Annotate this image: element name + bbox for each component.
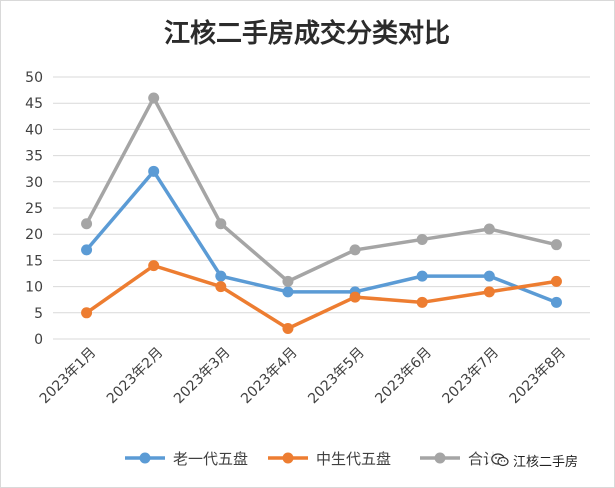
y-tick-label: 5 bbox=[34, 306, 43, 322]
data-point bbox=[215, 218, 227, 230]
data-point bbox=[416, 296, 428, 308]
data-point bbox=[81, 307, 93, 319]
data-point bbox=[550, 296, 562, 308]
data-point bbox=[215, 270, 227, 282]
data-point bbox=[81, 218, 93, 230]
series-line bbox=[84, 96, 559, 284]
data-point bbox=[282, 323, 294, 335]
x-tick-label: 2023年5月 bbox=[305, 345, 368, 408]
x-tick-label: 2023年6月 bbox=[372, 345, 435, 408]
y-tick-label: 25 bbox=[25, 201, 43, 217]
x-tick-label: 2023年2月 bbox=[104, 345, 167, 408]
y-tick-label: 30 bbox=[25, 175, 43, 191]
series-line bbox=[84, 169, 559, 305]
y-tick-label: 10 bbox=[25, 280, 43, 296]
data-point bbox=[483, 223, 495, 235]
data-point bbox=[550, 239, 562, 251]
wechat-icon bbox=[491, 453, 509, 467]
data-point bbox=[282, 275, 294, 287]
y-tick-label: 45 bbox=[25, 96, 43, 112]
data-point bbox=[148, 260, 160, 272]
data-point bbox=[349, 291, 361, 303]
data-point bbox=[81, 244, 93, 256]
legend-item: 中生代五盘 bbox=[268, 450, 391, 468]
series-line bbox=[84, 263, 559, 331]
y-tick-label: 50 bbox=[25, 70, 43, 86]
data-point bbox=[349, 244, 361, 256]
y-tick-label: 40 bbox=[25, 122, 43, 138]
data-point bbox=[148, 92, 160, 104]
y-tick-label: 15 bbox=[25, 253, 43, 269]
data-point bbox=[550, 275, 562, 287]
chart-title: 江核二手房成交分类对比 bbox=[164, 18, 450, 49]
legend-swatch-marker bbox=[139, 452, 151, 464]
data-point bbox=[416, 233, 428, 245]
legend-swatch-marker bbox=[434, 452, 446, 464]
x-tick-label: 2023年7月 bbox=[440, 345, 503, 408]
legend-item: 老一代五盘 bbox=[125, 450, 248, 468]
data-point bbox=[483, 270, 495, 282]
grid-lines bbox=[53, 76, 590, 340]
legend-label: 老一代五盘 bbox=[173, 450, 248, 468]
legend-item: 合计 bbox=[420, 450, 498, 468]
y-tick-label: 0 bbox=[34, 332, 43, 348]
data-point bbox=[148, 165, 160, 177]
watermark-text: 江核二手房 bbox=[513, 454, 579, 470]
data-point bbox=[215, 281, 227, 293]
data-point bbox=[483, 286, 495, 298]
x-tick-label: 2023年4月 bbox=[238, 345, 301, 408]
y-tick-label: 20 bbox=[25, 227, 43, 243]
x-tick-label: 2023年3月 bbox=[171, 345, 234, 408]
legend: 老一代五盘 中生代五盘 合计 bbox=[125, 450, 498, 468]
y-tick-label: 35 bbox=[25, 149, 43, 165]
series-lines bbox=[81, 92, 562, 335]
x-tick-label: 2023年1月 bbox=[37, 345, 100, 408]
watermark: 江核二手房 bbox=[488, 450, 582, 470]
x-axis-ticks: 2023年1月 2023年2月 2023年3月 2023年4月 2023年5月 2023年… bbox=[37, 345, 569, 408]
y-axis-ticks: 0 5 10 15 20 25 30 35 40 45 50 bbox=[25, 70, 43, 348]
legend-label: 中生代五盘 bbox=[316, 450, 391, 468]
legend-swatch-marker bbox=[282, 452, 294, 464]
data-point bbox=[282, 286, 294, 298]
series-3 bbox=[81, 92, 562, 287]
series-2 bbox=[81, 260, 562, 335]
data-point bbox=[416, 270, 428, 282]
x-tick-label: 2023年8月 bbox=[507, 345, 570, 408]
